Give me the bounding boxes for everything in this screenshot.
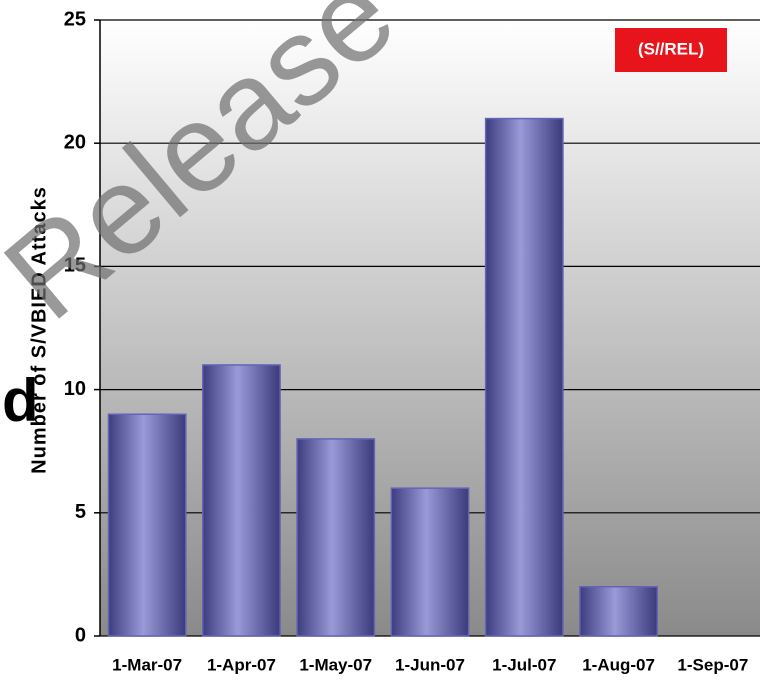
badge-text: (S//REL) xyxy=(638,39,704,58)
y-tick-label: 15 xyxy=(64,255,86,277)
y-tick-label: 5 xyxy=(75,501,86,523)
y-axis-label: Number of S/VBIED Attacks xyxy=(28,186,50,474)
x-tick-label: 1-Aug-07 xyxy=(582,655,655,674)
y-tick-label: 0 xyxy=(75,624,86,646)
bar xyxy=(390,487,470,637)
bar xyxy=(202,364,281,637)
bar xyxy=(579,585,658,637)
bar xyxy=(484,117,564,637)
side-fragment: d xyxy=(2,367,39,434)
x-tick-label: 1-Mar-07 xyxy=(112,655,182,674)
x-tick-label: 1-Sep-07 xyxy=(677,655,748,674)
y-tick-label: 10 xyxy=(64,378,86,400)
y-tick-label: 25 xyxy=(64,8,86,30)
badge xyxy=(615,28,727,72)
x-tick-label: 1-Apr-07 xyxy=(207,655,276,674)
bar xyxy=(107,413,187,637)
y-tick-label: 20 xyxy=(64,131,86,153)
x-tick-label: 1-Jun-07 xyxy=(395,655,465,674)
bar xyxy=(296,438,376,637)
x-tick-label: 1-May-07 xyxy=(299,655,372,674)
x-tick-label: 1-Jul-07 xyxy=(492,655,556,674)
